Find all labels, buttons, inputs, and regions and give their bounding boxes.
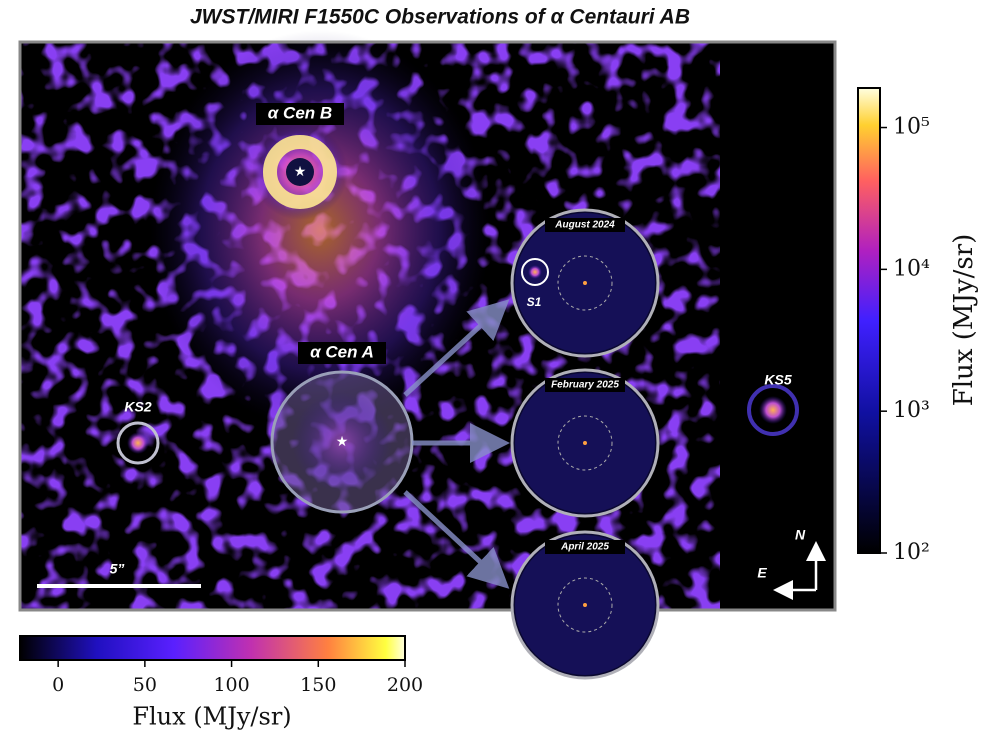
image-panel: ★ α Cen B ★ α Cen A KS2 KS5 5” N E xyxy=(18,30,837,612)
tick-label: 50 xyxy=(133,674,157,696)
tick-label: 10⁴ xyxy=(893,256,930,281)
s1-source xyxy=(528,265,542,279)
label: KS2 xyxy=(124,399,151,415)
star-b: ★ xyxy=(294,165,307,180)
colorbar-label: Flux (MJy/sr) xyxy=(949,234,979,407)
inset-label: February 2025 xyxy=(551,380,619,391)
tick-label: 0 xyxy=(52,674,64,696)
colorbar-log: Flux (MJy/sr) 10² 10³ 10⁴ 10⁵ xyxy=(857,87,979,565)
insets: August 2024 February 2025 April 2025 S1 xyxy=(510,208,660,680)
s1-circle xyxy=(521,258,549,286)
ks2-source xyxy=(127,432,149,454)
tick-label: 200 xyxy=(387,674,423,696)
ring-b xyxy=(263,135,337,209)
inner-mask xyxy=(557,255,613,311)
title: JWST/MIRI F1550C Observations of α Centa… xyxy=(190,6,690,29)
core-b xyxy=(286,158,314,186)
inset-label: August 2024 xyxy=(554,220,615,231)
inner-mask xyxy=(557,577,613,633)
ks5-source xyxy=(759,396,787,424)
label-bg xyxy=(256,103,344,125)
colorbar-label: Flux (MJy/sr) xyxy=(132,703,291,731)
image-border xyxy=(18,40,837,612)
glow-a xyxy=(292,392,392,492)
inset-label-bg xyxy=(545,378,625,392)
colorbar-linear: Flux (MJy/sr) 0 50 100 150 200 xyxy=(19,635,423,731)
tick-label: 100 xyxy=(213,674,249,696)
compass-label: E xyxy=(757,565,767,581)
inset-label: April 2025 xyxy=(560,542,609,553)
colorbar xyxy=(19,635,406,661)
ks5-ring xyxy=(747,384,799,436)
tick-label: 10⁵ xyxy=(893,115,930,140)
inset-label-bg xyxy=(545,218,625,232)
inset-label-bg xyxy=(545,540,625,554)
tick-label: 10² xyxy=(893,540,930,565)
compass-label: N xyxy=(795,527,806,543)
label: KS5 xyxy=(764,372,791,388)
label-bg xyxy=(298,342,386,364)
scale-label: 5” xyxy=(110,561,125,577)
colorbar xyxy=(857,87,881,554)
label: α Cen A xyxy=(310,342,374,361)
star-a: ★ xyxy=(336,435,349,450)
tick-label: 10³ xyxy=(893,398,930,423)
arrows xyxy=(403,299,510,589)
star-dot xyxy=(583,441,587,445)
label: S1 xyxy=(527,295,542,309)
label: α Cen B xyxy=(268,103,332,122)
star-dot xyxy=(583,281,587,285)
star-dot xyxy=(583,603,587,607)
tick-label: 150 xyxy=(300,674,336,696)
halo-b xyxy=(150,30,490,430)
ks2-circle xyxy=(116,421,160,465)
inner-mask xyxy=(557,415,613,471)
